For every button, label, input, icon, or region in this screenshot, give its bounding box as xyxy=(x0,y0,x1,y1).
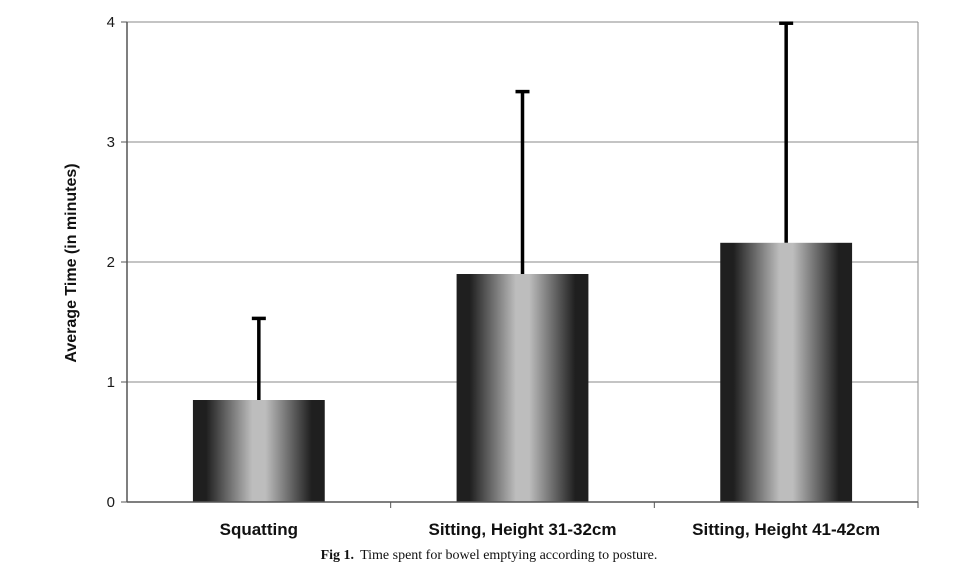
y-tick-label: 3 xyxy=(107,134,115,151)
bar-chart: 0 1 2 3 4 Squatting Sitting, Height 31-32cm Sit… xyxy=(63,14,919,539)
axes: 0 1 2 3 4 Squatting Sitting, Height 31-32cm Sit… xyxy=(107,14,919,539)
y-tick-label: 1 xyxy=(107,374,115,391)
y-tick-label: 2 xyxy=(107,254,115,271)
bar xyxy=(456,274,589,502)
y-tick-label: 4 xyxy=(107,14,115,31)
y-tick-label: 0 xyxy=(107,494,115,511)
x-category-label: Sitting, Height 41-42cm xyxy=(692,520,880,539)
bar xyxy=(720,242,853,503)
bar xyxy=(192,400,325,502)
y-axis-title: Average Time (in minutes) xyxy=(63,163,80,362)
figure-caption-label: Fig 1. xyxy=(320,548,355,563)
figure-caption: Fig 1. Time spent for bowel emptying acco… xyxy=(0,548,978,564)
x-category-label: Squatting xyxy=(220,520,298,539)
x-category-label: Sitting, Height 31-32cm xyxy=(429,520,617,539)
bars xyxy=(192,242,853,503)
figure-caption-text: Time spent for bowel emptying according … xyxy=(360,548,658,563)
error-bars xyxy=(251,21,794,400)
